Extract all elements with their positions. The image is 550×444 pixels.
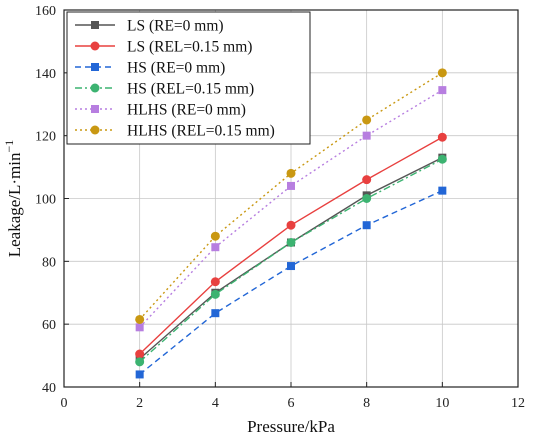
data-point <box>437 132 447 142</box>
legend-label: HLHS (REL=0.15 mm) <box>127 123 275 140</box>
y-tick-label: 40 <box>42 381 56 396</box>
legend-entry: HS (RE=0 mm) <box>75 60 225 77</box>
data-point <box>135 370 144 379</box>
data-point <box>135 314 145 324</box>
data-point <box>135 357 145 367</box>
data-point <box>362 175 372 185</box>
x-tick-label: 6 <box>288 396 295 411</box>
legend-label: LS (RE=0 mm) <box>127 18 224 35</box>
data-point <box>135 349 145 359</box>
legend-box <box>66 11 311 145</box>
data-point <box>286 168 296 178</box>
data-point <box>438 186 447 195</box>
data-point <box>437 154 447 164</box>
series-line <box>139 190 443 375</box>
legend-entry: LS (REL=0.15 mm) <box>75 39 252 56</box>
legend: LS (RE=0 mm) LS (REL=0.15 mm) HS (RE=0 mm)… <box>66 11 311 145</box>
legend-marker <box>91 63 99 71</box>
y-tick-label: 60 <box>42 318 56 333</box>
data-point <box>287 181 295 190</box>
x-tick-label: 8 <box>363 396 370 411</box>
data-point <box>135 323 144 332</box>
data-point <box>362 194 372 203</box>
data-point <box>362 115 372 125</box>
x-tick-label: 2 <box>136 396 143 411</box>
series-6 <box>135 68 447 324</box>
legend-entry: HLHS (RE=0 mm) <box>75 102 246 119</box>
series-4 <box>135 154 447 367</box>
x-axis-title: Pressure/kPa <box>247 417 335 436</box>
y-tick-label: 100 <box>35 193 56 208</box>
y-axis-title-superscript: −1 <box>2 140 16 153</box>
data-point <box>437 68 447 78</box>
series-2 <box>135 132 447 359</box>
data-point <box>362 131 371 140</box>
x-tick-label: 0 <box>61 396 68 411</box>
legend-label: LS (REL=0.15 mm) <box>127 39 252 56</box>
y-tick-label: 120 <box>35 130 56 145</box>
data-point <box>210 277 220 287</box>
data-point <box>362 221 371 230</box>
legend-marker <box>91 105 99 113</box>
legend-entry: HS (REL=0.15 mm) <box>75 81 254 98</box>
y-axis-title: Leakage/L·min−1 <box>2 140 24 258</box>
series-3 <box>135 186 447 379</box>
y-axis-title-main: Leakage/L·min <box>5 152 24 257</box>
y-tick-label: 160 <box>35 4 56 19</box>
legend-marker <box>90 83 100 93</box>
data-point <box>211 309 220 318</box>
axis-ticks: 0 2 4 6 8 10 12 40 60 80 100 120 140 160 <box>35 4 525 411</box>
legend-marker <box>91 21 99 29</box>
x-tick-label: 4 <box>212 396 219 411</box>
legend-label: HS (REL=0.15 mm) <box>127 81 254 98</box>
legend-label: HLHS (RE=0 mm) <box>127 102 246 119</box>
legend-label: HS (RE=0 mm) <box>127 60 225 77</box>
data-point <box>211 243 220 252</box>
data-point <box>438 86 447 95</box>
x-tick-label: 12 <box>511 396 525 411</box>
x-tick-label: 10 <box>435 396 449 411</box>
legend-entry: HLHS (REL=0.15 mm) <box>75 123 275 140</box>
data-point <box>286 220 296 230</box>
legend-marker <box>90 125 100 135</box>
legend-marker <box>90 41 100 51</box>
y-tick-label: 80 <box>42 255 56 270</box>
data-point <box>287 262 295 271</box>
series-lines <box>135 68 447 379</box>
data-point <box>286 237 296 247</box>
y-tick-label: 140 <box>35 67 56 82</box>
data-point <box>210 231 220 241</box>
series-5 <box>135 86 447 332</box>
legend-entry: LS (RE=0 mm) <box>75 18 224 35</box>
data-point <box>210 289 220 299</box>
